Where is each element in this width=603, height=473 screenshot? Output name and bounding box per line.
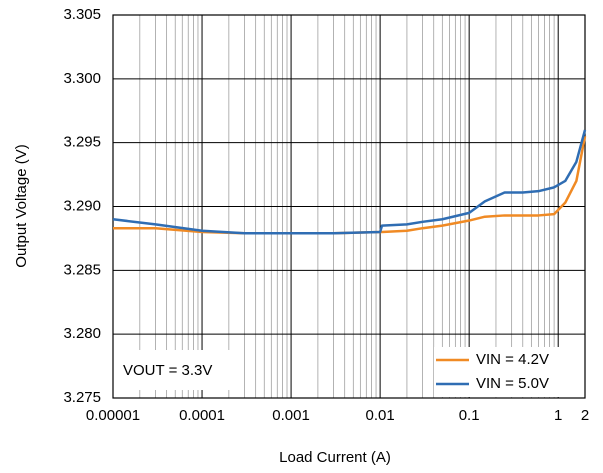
y-tick-label: 3.305 bbox=[63, 6, 101, 23]
y-tick-label: 3.275 bbox=[63, 389, 101, 406]
y-tick-label: 3.285 bbox=[63, 261, 101, 278]
x-tick-label: 0.001 bbox=[272, 407, 310, 424]
legend-box bbox=[434, 347, 584, 397]
annotation: VOUT = 3.3V bbox=[123, 362, 212, 379]
plot-frame bbox=[112, 14, 586, 399]
x-tick-label: 0.1 bbox=[459, 407, 480, 424]
y-tick-label: 3.300 bbox=[63, 70, 101, 87]
y-tick-label: 3.290 bbox=[63, 197, 101, 214]
x-tick-label: 1 bbox=[554, 407, 562, 424]
legend-label: VIN = 4.2V bbox=[476, 351, 549, 368]
legend-label: VIN = 5.0V bbox=[476, 375, 549, 392]
x-tick-label: 2 bbox=[581, 407, 589, 424]
x-tick-label: 0.0001 bbox=[179, 407, 225, 424]
series-line bbox=[113, 136, 587, 235]
x-axis-label: Load Current (A) bbox=[279, 449, 391, 466]
annotation-box bbox=[114, 350, 234, 390]
x-tick-label: 0.00001 bbox=[86, 407, 140, 424]
x-tick-label: 0.01 bbox=[366, 407, 395, 424]
y-axis-label: Output Voltage (V) bbox=[13, 144, 30, 267]
y-tick-label: 3.280 bbox=[63, 325, 101, 342]
y-tick-label: 3.295 bbox=[63, 134, 101, 151]
series-line bbox=[112, 129, 587, 235]
